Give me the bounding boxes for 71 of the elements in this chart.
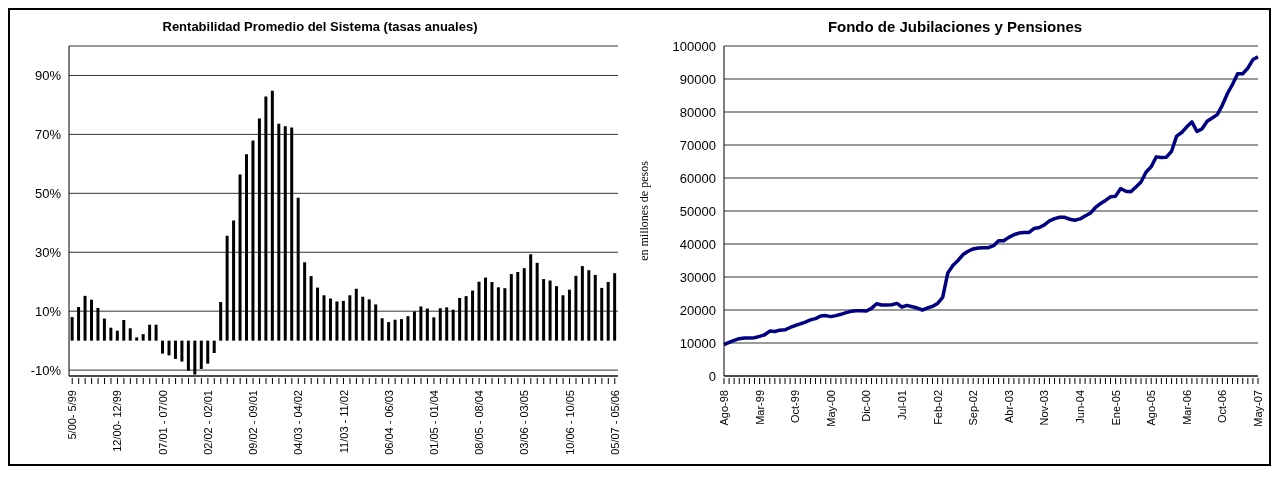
bar xyxy=(128,328,132,341)
y-tick-label: 70% xyxy=(34,127,62,143)
x-tick-label: Ene-05 xyxy=(1109,390,1122,426)
y-tick-label: 90% xyxy=(34,68,62,84)
bar xyxy=(406,316,410,341)
bar xyxy=(380,318,384,341)
x-tick-label: Sep-02 xyxy=(967,390,980,426)
x-tick-label: 07/01 - 07/00 xyxy=(156,390,169,455)
y-tick-label: 10% xyxy=(34,303,62,319)
y-tick-label: 10000 xyxy=(679,335,716,351)
x-tick-label: 08/05 - 08/04 xyxy=(473,390,486,455)
x-tick-label: 09/02 - 09/01 xyxy=(247,390,260,455)
x-tick-label: Abr-03 xyxy=(1002,390,1015,424)
x-tick-label: 03/06 - 03/05 xyxy=(518,390,531,455)
bar xyxy=(154,324,158,341)
bar xyxy=(115,330,119,341)
y-tick-label: 0 xyxy=(708,368,716,384)
x-tick-label: Feb-02 xyxy=(931,390,944,425)
y-tick-label: 70000 xyxy=(679,137,716,153)
bar xyxy=(387,322,391,341)
x-tick-label: Oct-99 xyxy=(789,390,802,424)
bar xyxy=(400,319,404,341)
x-tick-label: 12/00- 12/99 xyxy=(111,390,124,452)
x-tick-label: Mar-06 xyxy=(1180,390,1193,425)
y-tick-label: 60000 xyxy=(679,170,716,186)
y-tick-label: 40000 xyxy=(679,236,716,252)
y-tick-label: 50% xyxy=(34,185,62,201)
bar xyxy=(432,317,436,341)
bar xyxy=(102,318,106,341)
x-tick-label: May-07 xyxy=(1252,390,1264,427)
bar xyxy=(122,320,126,341)
bar xyxy=(393,319,397,341)
bar xyxy=(161,340,165,354)
bar xyxy=(212,340,216,354)
bar xyxy=(135,337,139,341)
y-tick-label: 100000 xyxy=(672,38,716,54)
y-tick-label: 30000 xyxy=(679,269,716,285)
x-tick-label: Ago-05 xyxy=(1145,390,1158,426)
x-tick-label: Ago-98 xyxy=(718,390,730,426)
x-tick-label: Oct-06 xyxy=(1216,390,1229,424)
chart-title: Fondo de Jubilaciones y Pensiones xyxy=(826,17,1084,37)
bar xyxy=(109,327,113,341)
x-tick-label: Dic-00 xyxy=(860,390,873,422)
bar xyxy=(180,340,184,362)
y-tick-label: 50000 xyxy=(679,203,716,219)
y-tick-label: -10% xyxy=(30,362,62,378)
x-tick-label: 05/07 - 05/06 xyxy=(608,390,621,455)
y-tick-label: 90000 xyxy=(679,71,716,87)
bar xyxy=(167,340,171,356)
x-tick-label: 02/02 - 02/01 xyxy=(201,390,214,455)
chart-title: Rentabilidad Promedio del Sistema (tasas anuales) xyxy=(161,18,479,36)
x-tick-label: 11/03 - 11/02 xyxy=(337,390,350,454)
bar xyxy=(173,340,177,359)
x-tick-label: 5/00- 5/99 xyxy=(66,390,79,440)
line-series xyxy=(722,55,1260,347)
x-tick-label: 10/06 - 10/05 xyxy=(563,390,576,455)
x-tick-label: Jul-01 xyxy=(896,390,908,420)
x-tick-label: 04/03 - 04/02 xyxy=(292,390,305,455)
y-tick-label: 20000 xyxy=(679,302,716,318)
x-tick-label: Mar-99 xyxy=(753,390,766,425)
x-tick-label: Nov-03 xyxy=(1038,390,1051,426)
bar xyxy=(141,334,145,341)
y-tick-label: 30% xyxy=(34,244,62,260)
bar xyxy=(148,324,152,341)
x-tick-label: May-00 xyxy=(824,390,837,427)
y-tick-label: 80000 xyxy=(679,104,716,120)
x-tick-label: 01/05 - 01/04 xyxy=(427,390,440,455)
x-tick-label: Jun-04 xyxy=(1074,390,1086,424)
x-tick-label: 06/04 - 06/03 xyxy=(382,390,395,455)
y-axis-title: en millones de pesos xyxy=(637,160,652,261)
bar xyxy=(206,340,210,364)
